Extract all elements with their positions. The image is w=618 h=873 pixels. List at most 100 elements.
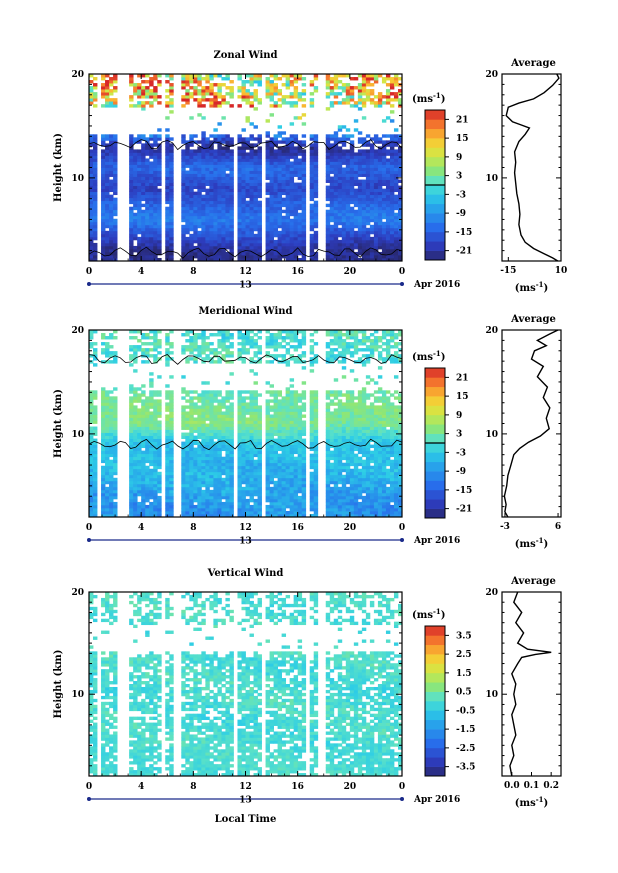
heatmap-cell xyxy=(245,176,250,180)
heatmap-cell xyxy=(333,179,339,183)
heatmap-cell xyxy=(245,435,250,439)
heatmap-cell xyxy=(137,101,142,105)
heatmap-cell xyxy=(145,486,150,491)
heatmap-cell xyxy=(105,185,110,190)
heatmap-cell xyxy=(213,417,218,421)
heatmap-cell xyxy=(193,182,198,186)
heatmap-cell xyxy=(349,176,355,180)
heatmap-cell xyxy=(133,155,138,159)
heatmap-cell xyxy=(189,426,194,430)
heatmap-cell xyxy=(273,209,278,214)
heatmap-cell xyxy=(369,155,375,159)
heatmap-cell xyxy=(113,423,118,427)
heatmap-cell xyxy=(329,200,335,205)
heatmap-cell xyxy=(381,143,387,147)
heatmap-cell xyxy=(113,510,118,515)
heatmap-cell xyxy=(193,209,198,214)
heatmap-cell xyxy=(129,143,134,147)
heatmap-cell xyxy=(249,393,254,397)
heatmap-cell xyxy=(265,248,270,253)
heatmap-cell xyxy=(89,402,94,406)
heatmap-cell xyxy=(213,459,218,464)
heatmap-cell xyxy=(185,185,190,190)
heatmap-cell xyxy=(141,176,146,180)
heatmap-cell xyxy=(133,188,138,193)
heatmap-cell xyxy=(237,206,242,211)
heatmap-cell xyxy=(213,456,218,461)
heatmap-cell xyxy=(169,396,174,400)
heatmap-cell xyxy=(225,188,230,193)
heatmap-cell xyxy=(113,161,118,165)
heatmap-cell xyxy=(145,414,150,418)
heatmap-cell xyxy=(249,254,254,259)
heatmap-cell xyxy=(257,134,262,138)
heatmap-cell xyxy=(257,74,262,78)
heatmap-cell xyxy=(377,194,383,199)
heatmap-cell xyxy=(241,510,246,515)
heatmap-cell xyxy=(169,137,174,141)
date-axis-end xyxy=(87,282,91,286)
heatmap-cell xyxy=(101,333,106,337)
heatmap-cell xyxy=(145,236,150,241)
heatmap-cell xyxy=(249,477,254,482)
heatmap-cell xyxy=(109,206,114,211)
heatmap-cell xyxy=(369,170,375,174)
heatmap-cell xyxy=(213,95,218,99)
heatmap-cell xyxy=(333,83,339,87)
heatmap-cell xyxy=(89,80,94,84)
heatmap-cell xyxy=(105,504,110,509)
heatmap-cell xyxy=(133,444,138,449)
heatmap-cell xyxy=(389,182,395,186)
heatmap-cell xyxy=(181,420,186,424)
heatmap-cell xyxy=(201,408,206,412)
heatmap-cell xyxy=(213,432,218,436)
heatmap-cell xyxy=(365,242,371,247)
heatmap-cell xyxy=(181,227,186,232)
heatmap-cell xyxy=(357,236,363,241)
heatmap-cell xyxy=(337,200,343,205)
heatmap-cell xyxy=(365,254,371,259)
heatmap-cell xyxy=(229,143,234,147)
heatmap-cell xyxy=(217,390,222,394)
heatmap-cell xyxy=(153,360,158,364)
heatmap-cell xyxy=(293,218,299,223)
heatmap-cell xyxy=(361,101,367,105)
heatmap-cell xyxy=(197,495,202,500)
heatmap-cell xyxy=(281,83,287,87)
heatmap-cell xyxy=(337,80,343,84)
heatmap-cell xyxy=(253,474,258,479)
heatmap-cell xyxy=(205,182,210,186)
heatmap-cell xyxy=(329,179,335,183)
heatmap-cell xyxy=(153,221,158,226)
heatmap-cell xyxy=(373,206,379,211)
heatmap-cell xyxy=(281,236,287,241)
heatmap-cell xyxy=(129,432,134,436)
heatmap-cell xyxy=(181,176,186,180)
heatmap-cell xyxy=(357,155,363,159)
heatmap-cell xyxy=(213,495,218,500)
heatmap-cell xyxy=(217,456,222,461)
heatmap-cell xyxy=(193,194,198,199)
heatmap-cell xyxy=(197,215,202,220)
heatmap-cell xyxy=(145,143,150,147)
heatmap-cell xyxy=(225,251,230,256)
heatmap-cell xyxy=(129,140,134,144)
heatmap-cell xyxy=(133,369,138,373)
heatmap-cell xyxy=(325,215,331,220)
heatmap-cell xyxy=(397,233,403,238)
heatmap-cell xyxy=(229,402,234,406)
heatmap-cell xyxy=(333,188,339,193)
heatmap-cell xyxy=(149,101,154,105)
heatmap-cell xyxy=(169,468,174,473)
heatmap-cell xyxy=(133,348,138,352)
heatmap-cell xyxy=(145,444,150,449)
heatmap-cell xyxy=(157,191,162,196)
heatmap-cell xyxy=(297,77,303,81)
heatmap-cell xyxy=(189,236,194,241)
heatmap-cell xyxy=(197,510,202,515)
heatmap-cell xyxy=(329,209,335,214)
heatmap-cell xyxy=(205,167,210,171)
heatmap-cell xyxy=(301,209,307,214)
heatmap-cell xyxy=(277,191,283,196)
heatmap-cell xyxy=(181,408,186,412)
